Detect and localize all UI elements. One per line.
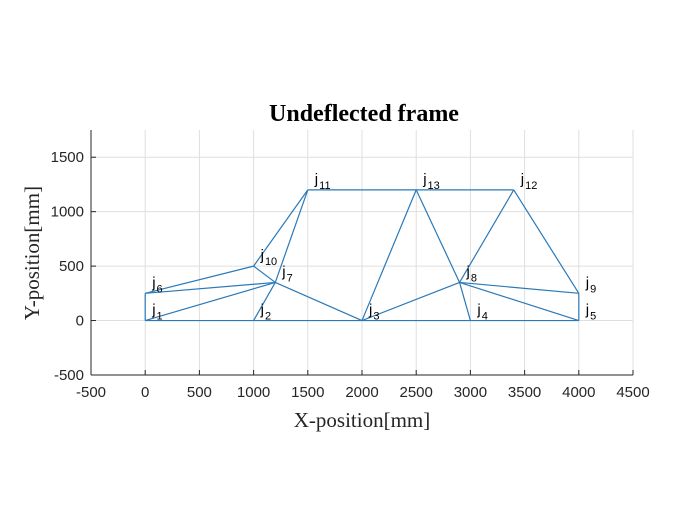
x-tick-label: 2500 bbox=[400, 384, 433, 401]
joint-label: j13 bbox=[422, 171, 440, 192]
frame-member bbox=[458, 282, 471, 321]
frame-member bbox=[415, 189, 461, 283]
joint-labels: j1 j2 j3 j4 j5 j6 j7 j8 j9 j10 j11 j12 j13 bbox=[151, 171, 596, 323]
frame-member bbox=[145, 265, 254, 294]
joint-label: j3 bbox=[368, 302, 379, 323]
x-tick-label: 4000 bbox=[562, 384, 595, 401]
frame-member bbox=[145, 281, 276, 322]
x-tick-label: 3000 bbox=[454, 384, 487, 401]
y-tick-label: -500 bbox=[54, 367, 84, 384]
y-tick-label: 0 bbox=[76, 313, 84, 330]
x-tick-label: -500 bbox=[76, 384, 106, 401]
joint-label: j2 bbox=[260, 302, 271, 323]
x-tick-label: 500 bbox=[187, 384, 212, 401]
chart-title: Undeflected frame bbox=[269, 101, 459, 127]
frame-member bbox=[513, 189, 580, 294]
joint-label: j6 bbox=[151, 274, 162, 295]
x-tick-label: 1500 bbox=[291, 384, 324, 401]
joint-label: j5 bbox=[585, 302, 596, 323]
y-tick-label: 500 bbox=[59, 258, 84, 275]
y-axis-label: Y-position[mm] bbox=[20, 186, 44, 320]
joint-label: j4 bbox=[476, 302, 487, 323]
x-tick-label: 1000 bbox=[237, 384, 270, 401]
frame-member bbox=[253, 265, 276, 283]
frame-member bbox=[361, 189, 417, 321]
joint-label: j8 bbox=[466, 263, 477, 284]
x-tick-label: 2000 bbox=[345, 384, 378, 401]
axes: -500 0 500 1000 1500 2000 2500 3000 3500 4000 4500… bbox=[51, 130, 650, 401]
frame-member bbox=[459, 281, 579, 294]
x-tick-label: 0 bbox=[141, 384, 149, 401]
y-tick-label: 1500 bbox=[51, 149, 84, 166]
joint-label: j1 bbox=[151, 302, 162, 323]
frame-member bbox=[459, 281, 579, 322]
joint-label: j11 bbox=[314, 171, 331, 192]
x-tick-label: 4500 bbox=[616, 384, 649, 401]
joint-label: j7 bbox=[281, 263, 292, 284]
grid bbox=[90, 130, 634, 376]
frame-member bbox=[275, 281, 363, 322]
frame-member bbox=[253, 189, 309, 267]
x-tick-label: 3500 bbox=[508, 384, 541, 401]
frame-member bbox=[145, 281, 276, 294]
frame-members bbox=[144, 189, 580, 322]
frame-member bbox=[459, 189, 515, 283]
y-tick-label: 1000 bbox=[51, 204, 84, 221]
joint-label: j9 bbox=[585, 274, 596, 295]
frame-member bbox=[274, 189, 309, 283]
frame-member bbox=[253, 282, 276, 321]
joint-label: j10 bbox=[260, 247, 278, 268]
joint-label: j12 bbox=[520, 171, 538, 192]
frame-member bbox=[361, 281, 460, 322]
x-axis-label: X-position[mm] bbox=[294, 408, 431, 432]
